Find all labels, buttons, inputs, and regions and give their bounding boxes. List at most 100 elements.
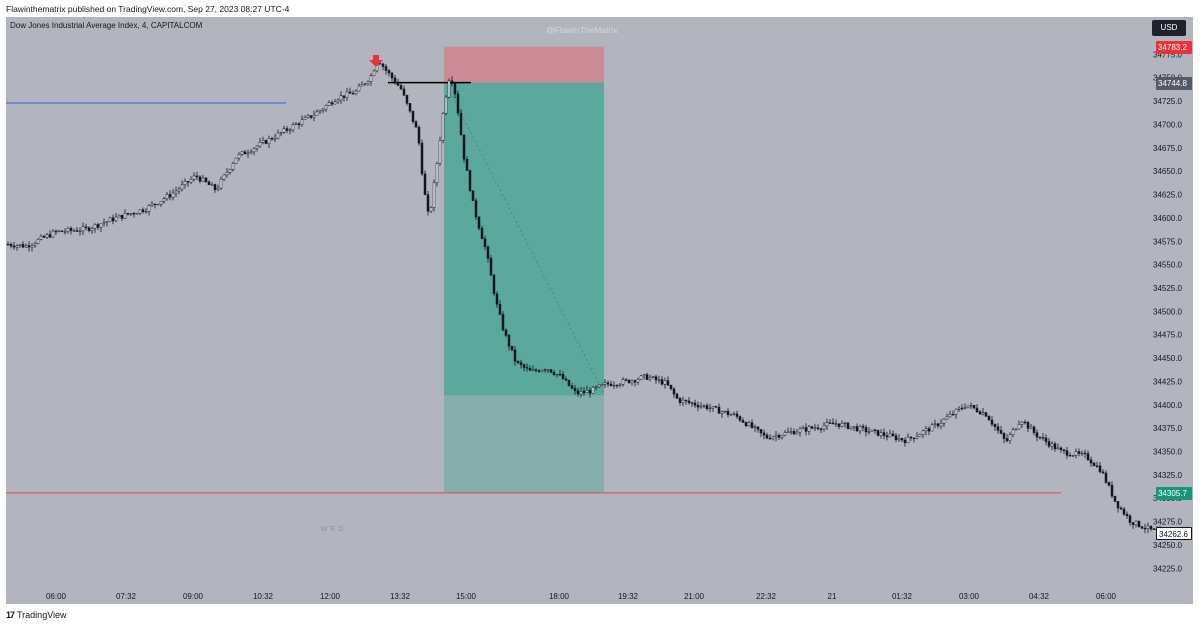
candle-body xyxy=(885,435,889,438)
publish-line: Flawinthematrix published on TradingView… xyxy=(6,4,290,14)
y-tick-label: 34550.0 xyxy=(1153,261,1182,270)
candle-body xyxy=(558,373,562,376)
candle-body xyxy=(717,406,721,414)
price-axis xyxy=(1149,17,1193,604)
candle-body xyxy=(747,422,751,427)
candle-body xyxy=(1083,452,1087,455)
candle-body xyxy=(585,390,589,393)
candle-body xyxy=(348,91,352,94)
candle-body xyxy=(171,192,175,198)
candle-body xyxy=(573,388,577,392)
candle-body xyxy=(1044,437,1048,442)
candle-body xyxy=(195,175,199,178)
candle-body xyxy=(318,110,322,113)
candle-body xyxy=(108,217,112,222)
candle-body xyxy=(849,426,853,429)
candle-body xyxy=(723,410,727,413)
candle-body xyxy=(828,422,832,424)
candle-body xyxy=(87,227,91,231)
candle-body xyxy=(219,179,223,189)
candle-body xyxy=(1077,451,1081,454)
trade-path-line xyxy=(449,91,605,394)
candle-body xyxy=(18,244,22,246)
candle-body xyxy=(978,411,982,415)
candle-body xyxy=(330,102,334,105)
candle-body xyxy=(699,405,703,408)
candle-body xyxy=(363,83,367,85)
candle-body xyxy=(369,75,373,82)
candle-body xyxy=(30,245,34,248)
candle-body xyxy=(174,190,178,194)
candle-body xyxy=(342,95,346,98)
candle-body xyxy=(117,214,121,218)
candle-body xyxy=(846,422,850,429)
candle-body xyxy=(822,425,826,430)
candle-body xyxy=(648,377,652,380)
candle-body xyxy=(405,94,409,104)
candle-body xyxy=(870,429,874,432)
tradingview-brand[interactable]: 17 TradingView xyxy=(6,610,67,620)
chart-area[interactable]: 34800.034775.034750.034725.034700.034675… xyxy=(6,17,1193,604)
candle-body xyxy=(525,367,529,369)
candle-body xyxy=(1005,438,1009,442)
candle-body xyxy=(1029,426,1033,429)
candle-body xyxy=(975,407,979,412)
candle-body xyxy=(960,407,964,410)
candle-body xyxy=(957,407,961,410)
x-tick-label: 06:00 xyxy=(1096,592,1117,601)
y-tick-label: 34450.0 xyxy=(1153,354,1182,363)
candle-body xyxy=(1086,453,1090,461)
brand-label: TradingView xyxy=(17,610,67,620)
candle-body xyxy=(714,406,718,408)
candle-body xyxy=(831,422,835,425)
candle-body xyxy=(102,222,106,225)
candle-body xyxy=(981,412,985,415)
sell-arrow-icon xyxy=(369,55,383,67)
price-chart[interactable]: 34800.034775.034750.034725.034700.034675… xyxy=(6,17,1193,604)
candle-body xyxy=(813,427,817,429)
candle-body xyxy=(924,428,928,432)
candle-body xyxy=(750,422,754,428)
candle-body xyxy=(969,405,973,407)
candle-body xyxy=(1047,441,1051,447)
candle-body xyxy=(744,422,748,427)
candle-body xyxy=(24,245,28,248)
candle-body xyxy=(963,407,967,409)
candle-body xyxy=(435,163,439,184)
candle-body xyxy=(705,405,709,410)
candle-body xyxy=(561,373,565,380)
candle-body xyxy=(687,400,691,403)
candle-body xyxy=(1152,528,1156,530)
candle-body xyxy=(321,108,325,111)
candle-body xyxy=(345,91,349,98)
candle-body xyxy=(480,227,484,240)
candle-body xyxy=(567,379,571,387)
candle-body xyxy=(351,93,355,95)
candle-body xyxy=(1101,471,1105,474)
candle-body xyxy=(228,169,232,173)
candle-body xyxy=(474,200,478,218)
candle-body xyxy=(1140,526,1144,529)
candle-body xyxy=(771,436,775,440)
candle-body xyxy=(936,423,940,427)
candle-body xyxy=(417,126,421,144)
candle-body xyxy=(597,384,601,388)
candle-body xyxy=(1059,447,1063,451)
candle-body xyxy=(249,151,253,154)
candle-body xyxy=(759,429,763,434)
candle-body xyxy=(837,423,841,427)
candle-body xyxy=(141,209,145,212)
candle-body xyxy=(198,176,202,182)
candle-body xyxy=(33,243,37,246)
currency-button[interactable]: USD xyxy=(1152,20,1186,36)
candle-body xyxy=(984,412,988,417)
candle-body xyxy=(768,437,772,440)
x-tick-label: 15:00 xyxy=(456,592,477,601)
candle-body xyxy=(1008,434,1012,442)
candle-body xyxy=(432,182,436,208)
candle-body xyxy=(381,63,385,67)
candle-body xyxy=(486,246,490,259)
candle-body xyxy=(855,426,859,432)
candle-body xyxy=(357,85,361,92)
x-tick-label: 18:00 xyxy=(549,592,570,601)
